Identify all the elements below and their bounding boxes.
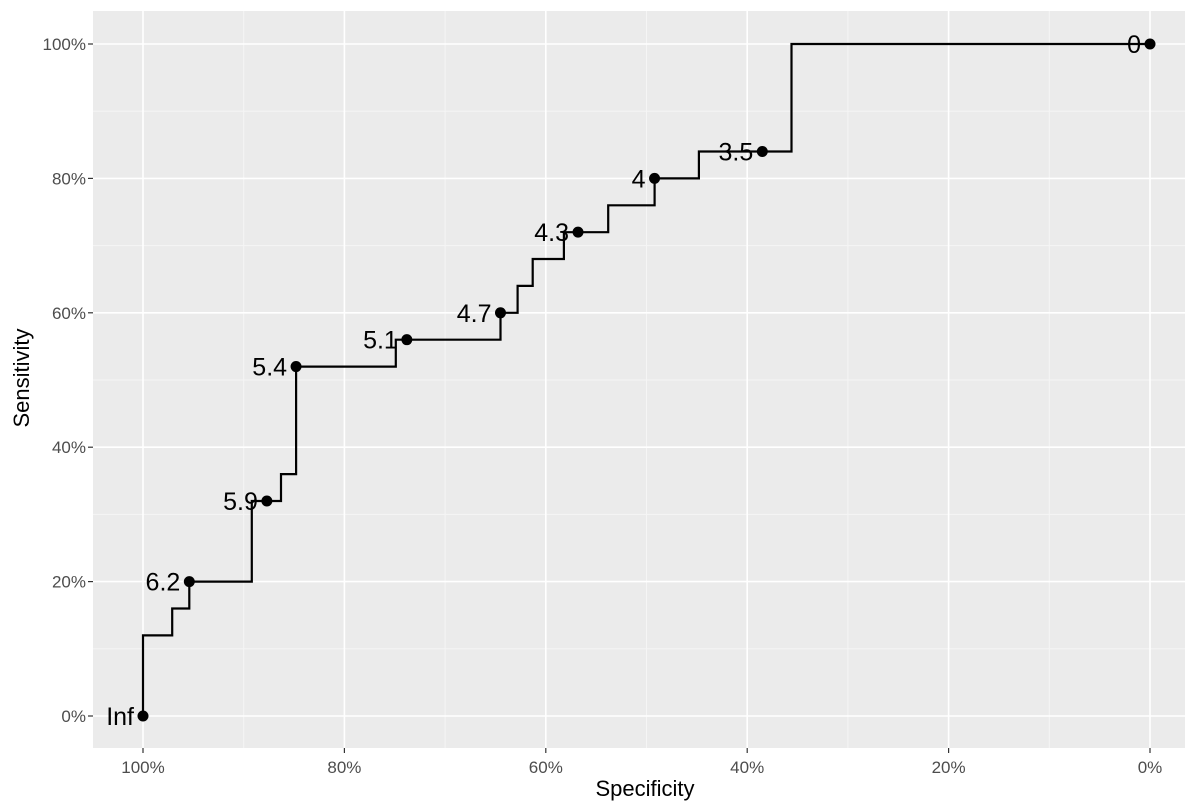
x-axis-ticks: 100% 80% 60% 40% 20% 0% bbox=[121, 748, 1162, 777]
y-tick-label: 0% bbox=[61, 707, 86, 726]
threshold-point bbox=[401, 334, 413, 346]
x-tick-label: 40% bbox=[730, 758, 764, 777]
threshold-point bbox=[261, 495, 273, 507]
threshold-label: 0 bbox=[1127, 31, 1141, 59]
threshold-label: 4 bbox=[632, 165, 646, 193]
x-tick-label: 80% bbox=[327, 758, 361, 777]
threshold-label: 4.3 bbox=[534, 219, 569, 247]
threshold-point bbox=[572, 226, 584, 238]
threshold-points bbox=[137, 38, 1156, 722]
threshold-label: 3.5 bbox=[719, 139, 754, 167]
minor-grid bbox=[93, 11, 1185, 748]
y-tick-label: 80% bbox=[52, 169, 86, 188]
y-tick-label: 100% bbox=[43, 35, 86, 54]
threshold-point bbox=[137, 710, 149, 722]
threshold-label: 5.4 bbox=[252, 354, 287, 382]
y-tick-label: 40% bbox=[52, 438, 86, 457]
threshold-label: 5.9 bbox=[223, 488, 258, 516]
x-axis-title: Specificity bbox=[595, 776, 694, 801]
threshold-point bbox=[756, 146, 768, 158]
threshold-label: 5.1 bbox=[363, 327, 398, 355]
threshold-point bbox=[290, 361, 302, 373]
threshold-label: 4.7 bbox=[457, 300, 492, 328]
threshold-point bbox=[183, 576, 195, 588]
y-axis-ticks: 0% 20% 40% 60% 80% 100% bbox=[43, 35, 93, 726]
y-tick-label: 20% bbox=[52, 573, 86, 592]
threshold-label: Inf bbox=[106, 703, 134, 731]
threshold-labels: Inf 6.2 5.9 5.4 5.1 4.7 4.3 4 3.5 0 bbox=[106, 31, 1141, 731]
major-grid bbox=[93, 11, 1185, 748]
y-tick-label: 60% bbox=[52, 304, 86, 323]
threshold-label: 6.2 bbox=[146, 569, 181, 597]
threshold-point bbox=[1144, 38, 1156, 50]
threshold-point bbox=[494, 307, 506, 319]
threshold-point bbox=[649, 172, 661, 184]
x-tick-label: 20% bbox=[932, 758, 966, 777]
x-tick-label: 60% bbox=[529, 758, 563, 777]
x-tick-label: 100% bbox=[121, 758, 164, 777]
x-tick-label: 0% bbox=[1138, 758, 1163, 777]
y-axis-title: Sensitivity bbox=[9, 328, 34, 427]
